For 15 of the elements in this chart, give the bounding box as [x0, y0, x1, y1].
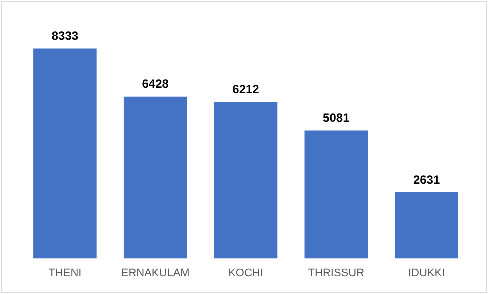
- bar: [34, 48, 97, 259]
- bar: [395, 192, 458, 259]
- data-label: 2631: [413, 172, 440, 187]
- x-tick-label: ERNAKULAM: [121, 267, 190, 280]
- data-label: 6212: [232, 82, 260, 97]
- x-tick-label: THRISSUR: [308, 267, 365, 280]
- data-label: 8333: [52, 29, 79, 44]
- bar: [214, 102, 278, 259]
- data-label: 6428: [142, 77, 170, 92]
- data-label: 5081: [323, 111, 350, 126]
- x-tick-label: IDUKKI: [408, 267, 446, 280]
- x-tick-label: KOCHI: [228, 267, 264, 280]
- bar: [124, 96, 188, 259]
- x-tick-label: THENI: [48, 267, 82, 280]
- bar: [304, 130, 368, 259]
